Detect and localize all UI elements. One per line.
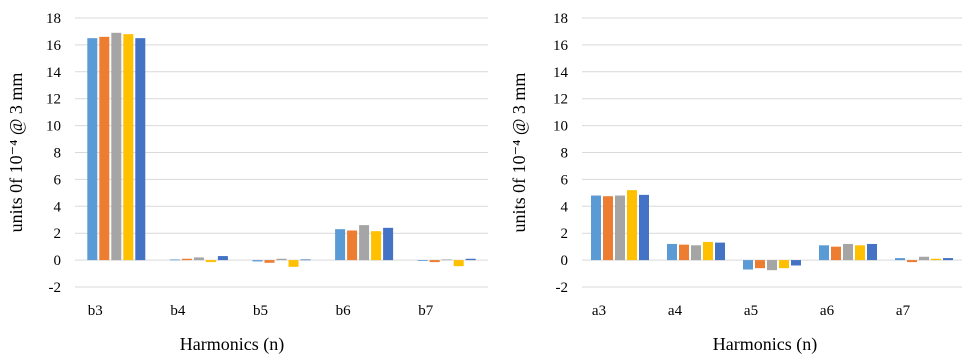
bar-b7-s4 [453,260,464,267]
x-tick-label-b6: b6 [336,303,352,319]
y-tick-label: 8 [54,146,62,162]
y-tick-label: 16 [553,38,569,54]
y-tick-label: 12 [46,92,61,108]
x-tick-label-a7: a7 [896,303,911,319]
bar-a3-s5 [639,194,649,261]
x-tick-label-b5: b5 [253,303,268,319]
bar-a5-s5 [791,260,801,266]
bar-b3-s2 [99,36,110,261]
right-chart: -2 0 2 4 6 8 10 12 14 16 18 a3 a4 a5 a6 a7 Harmonics (n)… [509,11,962,355]
bar-a5-s4 [779,260,789,269]
bar-a5-s3 [767,260,777,271]
y-tick-label: 6 [561,172,569,188]
y-tick-label: 0 [561,253,569,269]
bar-b4-s4 [205,260,216,263]
x-tick-label-a4: a4 [668,303,683,319]
bar-a4-s3 [691,245,701,261]
bar-b4-s3 [193,257,204,261]
bar-b3-s4 [123,34,134,261]
y-tick-label: 18 [46,11,61,27]
y-tick-label: -2 [556,280,569,296]
bar-a3-s1 [591,195,601,261]
bar-b6-s2 [347,230,358,261]
bar-a6-s1 [819,245,829,261]
bar-b7-s5 [465,258,476,261]
y-tick-label: 6 [54,172,62,188]
bar-a7-s1 [895,258,905,261]
x-tick-label-b3: b3 [88,303,103,319]
y-tick-label: 12 [553,92,568,108]
bar-a6-s3 [843,243,853,261]
bar-b3-s5 [135,38,146,261]
bar-b3-s3 [111,32,122,261]
x-tick-label-b4: b4 [170,303,186,319]
y-tick-label: 4 [54,199,62,215]
y-axis-title: units 0f 10⁻⁴ @ 3 mm [509,73,529,233]
bar-a4-s1 [667,243,677,261]
y-tick-label: 10 [46,119,61,135]
bar-b4-s2 [181,258,192,261]
y-tick-label: 16 [46,38,62,54]
bar-b6-s4 [371,231,382,261]
y-tick-label: 8 [561,146,569,162]
bar-a4-s5 [715,242,725,261]
y-tick-label: 10 [553,119,568,135]
bar-b6-s1 [335,229,346,261]
x-axis-title: Harmonics (n) [713,334,817,355]
y-tick-label: 2 [561,226,569,242]
bar-b5-s3 [276,258,287,261]
bar-b7-s3 [441,259,452,261]
bar-a6-s4 [855,245,865,261]
y-tick-label: 18 [553,11,568,27]
bar-b3-s1 [87,38,98,261]
bar-a6-s2 [831,246,841,261]
bar-b5-s4 [288,260,299,267]
bar-a6-s5 [867,243,877,261]
bar-a7-s5 [943,258,953,261]
x-tick-label-a3: a3 [592,303,606,319]
bar-a4-s4 [703,241,713,261]
bar-a3-s2 [603,196,613,261]
x-tick-label-b7: b7 [418,303,434,319]
left-chart: -2 0 2 4 6 8 10 12 14 16 18 b3 b4 b5 b6 b7 Harmonics (n)… [6,11,488,355]
bar-a5-s2 [755,260,765,269]
bar-a7-s3 [919,256,929,261]
bar-b4-s1 [169,259,180,261]
x-tick-label-a5: a5 [744,303,758,319]
y-tick-label: 14 [553,65,569,81]
bar-a3-s4 [627,190,637,261]
bar-b7-s1 [417,260,428,261]
bar-a3-s3 [615,195,625,261]
bar-b4-s5 [217,256,228,261]
x-tick-label-a6: a6 [820,303,835,319]
bar-b5-s2 [264,260,275,263]
bar-b7-s2 [429,260,440,263]
y-axis-title: units 0f 10⁻⁴ @ 3 mm [6,73,26,233]
y-tick-label: 0 [54,253,62,269]
bar-a7-s4 [931,258,941,261]
y-tick-label: 4 [561,199,569,215]
bar-b5-s1 [252,260,263,262]
x-axis-title: Harmonics (n) [180,334,284,355]
bar-a4-s2 [679,244,689,261]
y-tick-label: -2 [49,280,62,296]
y-tick-label: 14 [46,65,62,81]
bar-a5-s1 [743,260,753,270]
bar-b6-s3 [359,225,370,261]
y-tick-label: 2 [54,226,62,242]
bar-b6-s5 [383,227,394,261]
bar-a7-s2 [907,260,917,263]
bar-b5-s5 [300,259,311,261]
